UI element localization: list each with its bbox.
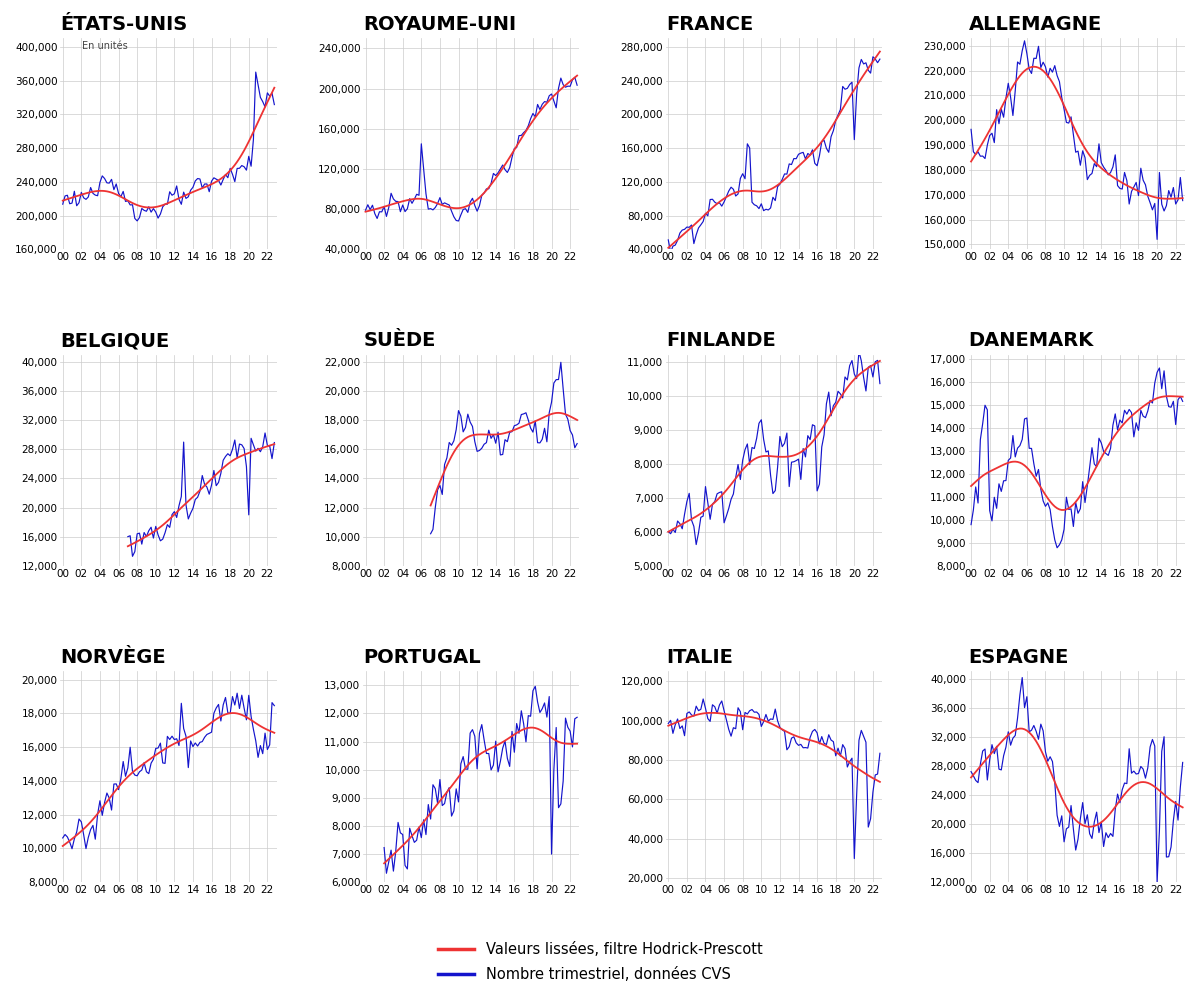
Text: ESPAGNE: ESPAGNE [968,648,1069,667]
Text: BELGIQUE: BELGIQUE [60,331,169,350]
Text: DANEMARK: DANEMARK [968,331,1094,350]
Text: FINLANDE: FINLANDE [666,331,775,350]
Text: FRANCE: FRANCE [666,15,754,34]
Text: SUÈDE: SUÈDE [364,331,436,350]
Text: ÉTATS-UNIS: ÉTATS-UNIS [60,15,187,34]
Text: ROYAUME-UNI: ROYAUME-UNI [364,15,516,34]
Text: ALLEMAGNE: ALLEMAGNE [968,15,1102,34]
Text: NORVÈGE: NORVÈGE [60,648,166,667]
Text: ITALIE: ITALIE [666,648,733,667]
Legend: Valeurs lissées, filtre Hodrick-Prescott, Nombre trimestriel, données CVS: Valeurs lissées, filtre Hodrick-Prescott… [432,936,768,988]
Text: En unités: En unités [82,41,127,51]
Text: PORTUGAL: PORTUGAL [364,648,481,667]
